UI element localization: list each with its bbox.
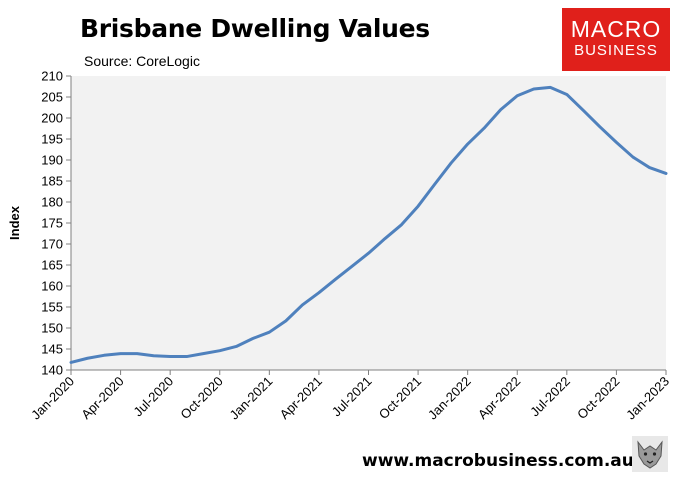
x-tick-label: Jul-2021 (329, 374, 375, 420)
x-tick-label: Apr-2022 (475, 374, 523, 422)
y-axis: 140 145 150 155 160 165 170 175 180 185 190 195 200 2… (41, 69, 72, 378)
logo-line1: MACRO (570, 16, 662, 42)
x-tick-label: Oct-2021 (376, 374, 424, 422)
y-tick-label: 180 (41, 195, 63, 210)
series-line (69, 85, 668, 364)
y-tick-label: 175 (41, 216, 63, 231)
chart-title: Brisbane Dwelling Values (80, 14, 430, 43)
y-tick-label: 170 (41, 237, 63, 252)
x-tick-label: Jan-2020 (28, 374, 77, 423)
logo-line2: BUSINESS (574, 42, 658, 59)
chart-source: Source: CoreLogic (84, 53, 200, 69)
y-tick-label: 200 (41, 111, 63, 126)
macrobusiness-logo[interactable]: MACRO BUSINESS (562, 8, 670, 71)
y-tick-label: 205 (41, 90, 63, 105)
y-axis-label: Index (7, 205, 22, 240)
y-tick-label: 195 (41, 132, 63, 147)
x-tick-label: Apr-2020 (78, 374, 126, 422)
x-tick-label: Jan-2021 (227, 374, 276, 423)
x-tick-label: Apr-2021 (277, 374, 325, 422)
y-tick-label: 185 (41, 174, 63, 189)
x-tick-label: Jul-2020 (130, 374, 176, 420)
x-axis: Jan-2020 Apr-2020 Jul-2020 Oct-2020 Jan-2021… (28, 369, 672, 423)
plot-area (71, 76, 666, 370)
y-tick-label: 190 (41, 153, 63, 168)
y-tick-label: 160 (41, 279, 63, 294)
y-tick-label: 145 (41, 342, 63, 357)
wolf-icon (632, 436, 668, 472)
y-tick-label: 210 (41, 69, 63, 84)
y-tick-label: 140 (41, 363, 63, 378)
x-tick-label: Jan-2022 (425, 374, 474, 423)
y-tick-label: 150 (41, 321, 63, 336)
x-tick-label: Jan-2023 (623, 374, 672, 423)
x-tick-label: Jul-2022 (527, 374, 573, 420)
x-tick-label: Oct-2020 (177, 374, 225, 422)
x-tick-label: Oct-2022 (574, 374, 622, 422)
footer-url[interactable]: www.macrobusiness.com.au (362, 451, 634, 471)
y-tick-label: 165 (41, 258, 63, 273)
y-tick-label: 155 (41, 300, 63, 315)
